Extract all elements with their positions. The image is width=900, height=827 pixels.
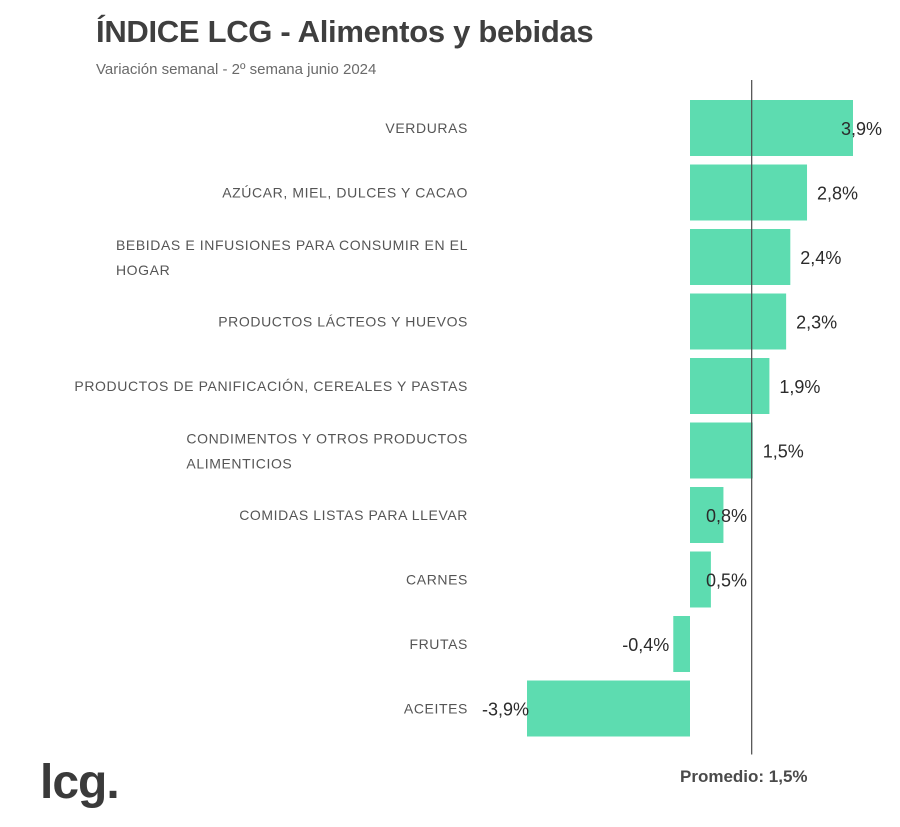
- category-label: CONDIMENTOS Y OTROS PRODUCTOS ALIMENTICIO…: [186, 431, 468, 472]
- chart-title: ÍNDICE LCG - Alimentos y bebidas: [96, 14, 594, 49]
- average-label: Promedio: 1,5%: [680, 767, 808, 786]
- data-label: 0,5%: [706, 571, 747, 591]
- category-label: FRUTAS: [409, 636, 468, 652]
- data-label: -3,9%: [482, 700, 529, 720]
- bar: [690, 487, 724, 543]
- data-label: 0,8%: [706, 506, 747, 526]
- data-label: 3,9%: [841, 119, 882, 139]
- category-label: BEBIDAS E INFUSIONES PARA CONSUMIR EN EL…: [116, 237, 468, 278]
- data-label: 1,5%: [763, 442, 804, 462]
- category-label: COMIDAS LISTAS PARA LLEVAR: [239, 507, 468, 523]
- bar: [690, 229, 791, 285]
- category-label: PRODUCTOS DE PANIFICACIÓN, CEREALES Y PA…: [74, 378, 468, 394]
- category-label: PRODUCTOS LÁCTEOS Y HUEVOS: [218, 314, 468, 330]
- category-label: VERDURAS: [385, 120, 468, 136]
- category-label: AZÚCAR, MIEL, DULCES Y CACAO: [222, 185, 468, 201]
- bar: [527, 680, 690, 737]
- bar: [690, 164, 808, 221]
- bar: [690, 422, 753, 479]
- data-label: 1,9%: [779, 377, 820, 397]
- category-label: CARNES: [406, 572, 468, 588]
- bar: [673, 616, 690, 672]
- data-label: 2,4%: [800, 248, 841, 268]
- data-label: -0,4%: [622, 635, 669, 655]
- data-label: 2,8%: [817, 184, 858, 204]
- bar: [690, 358, 770, 414]
- chart-subtitle: Variación semanal - 2º semana junio 2024: [96, 61, 377, 78]
- category-label: ACEITES: [404, 701, 468, 717]
- lcg-logo: lcg.: [40, 756, 120, 809]
- data-label: 2,3%: [796, 313, 837, 333]
- bar: [690, 100, 853, 156]
- bar: [690, 551, 711, 608]
- bar: [690, 293, 787, 350]
